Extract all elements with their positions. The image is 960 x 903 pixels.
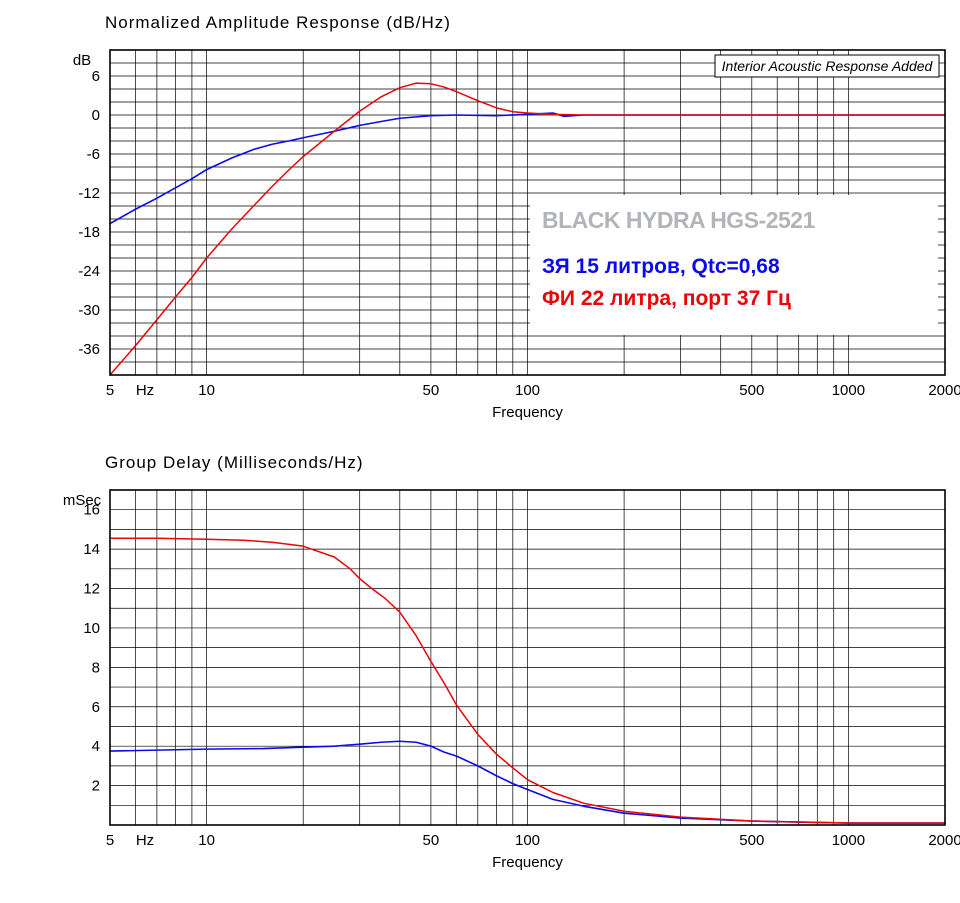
x-axis-label: Frequency	[492, 404, 563, 421]
x-axis-label: Frequency	[492, 854, 563, 871]
y-tick-label: -30	[78, 302, 100, 319]
legend-box-text: Interior Acoustic Response Added	[722, 58, 934, 74]
chart-title: Group Delay (Milliseconds/Hz)	[105, 453, 364, 472]
x-tick-label: 5	[106, 832, 114, 849]
y-tick-label: -18	[78, 224, 100, 241]
overlay-line-1: ЗЯ 15 литров, Qtc=0,68	[542, 255, 780, 278]
chart-title: Normalized Amplitude Response (dB/Hz)	[105, 13, 451, 32]
charts-svg: Normalized Amplitude Response (dB/Hz) dB I…	[0, 0, 960, 903]
x-tick-label: 5	[106, 382, 114, 399]
x-tick-label: 500	[739, 832, 764, 849]
y-tick-label: 16	[83, 502, 100, 519]
x-tick-label: 10	[198, 382, 215, 399]
y-tick-label: -12	[78, 185, 100, 202]
x-tick-label: 1000	[832, 832, 865, 849]
charts-container: Normalized Amplitude Response (dB/Hz) dB I…	[0, 0, 960, 903]
y-tick-label: 12	[83, 581, 100, 598]
x-tick-label: 100	[515, 382, 540, 399]
y-tick-label: 6	[92, 68, 100, 85]
x-tick-label: 100	[515, 832, 540, 849]
y-tick-label: 4	[92, 738, 100, 755]
y-tick-label: 0	[92, 107, 100, 124]
overlay-line-2: ФИ 22 литра, порт 37 Гц	[542, 287, 791, 310]
x-unit-label: Hz	[136, 382, 154, 399]
y-tick-label: 10	[83, 620, 100, 637]
y-tick-label: -36	[78, 341, 100, 358]
x-tick-label: 10	[198, 832, 215, 849]
y-tick-label: 2	[92, 778, 100, 795]
x-unit-label: Hz	[136, 832, 154, 849]
x-tick-label: 1000	[832, 382, 865, 399]
x-tick-label: 500	[739, 382, 764, 399]
y-tick-label: 6	[92, 699, 100, 716]
x-tick-label: 2000	[928, 382, 960, 399]
x-tick-label: 2000	[928, 832, 960, 849]
chart-group: Group Delay (Milliseconds/Hz)mSec5105010…	[63, 453, 960, 871]
chart-group: Normalized Amplitude Response (dB/Hz) dB I…	[73, 13, 960, 421]
x-tick-label: 50	[423, 832, 440, 849]
y-tick-label: -6	[87, 146, 100, 163]
x-tick-label: 50	[423, 382, 440, 399]
y-tick-label: 8	[92, 659, 100, 676]
y-unit-label: dB	[73, 52, 91, 69]
y-tick-label: 14	[83, 541, 100, 558]
y-tick-label: -24	[78, 263, 100, 280]
overlay-title: BLACK HYDRA HGS-2521	[542, 207, 816, 233]
